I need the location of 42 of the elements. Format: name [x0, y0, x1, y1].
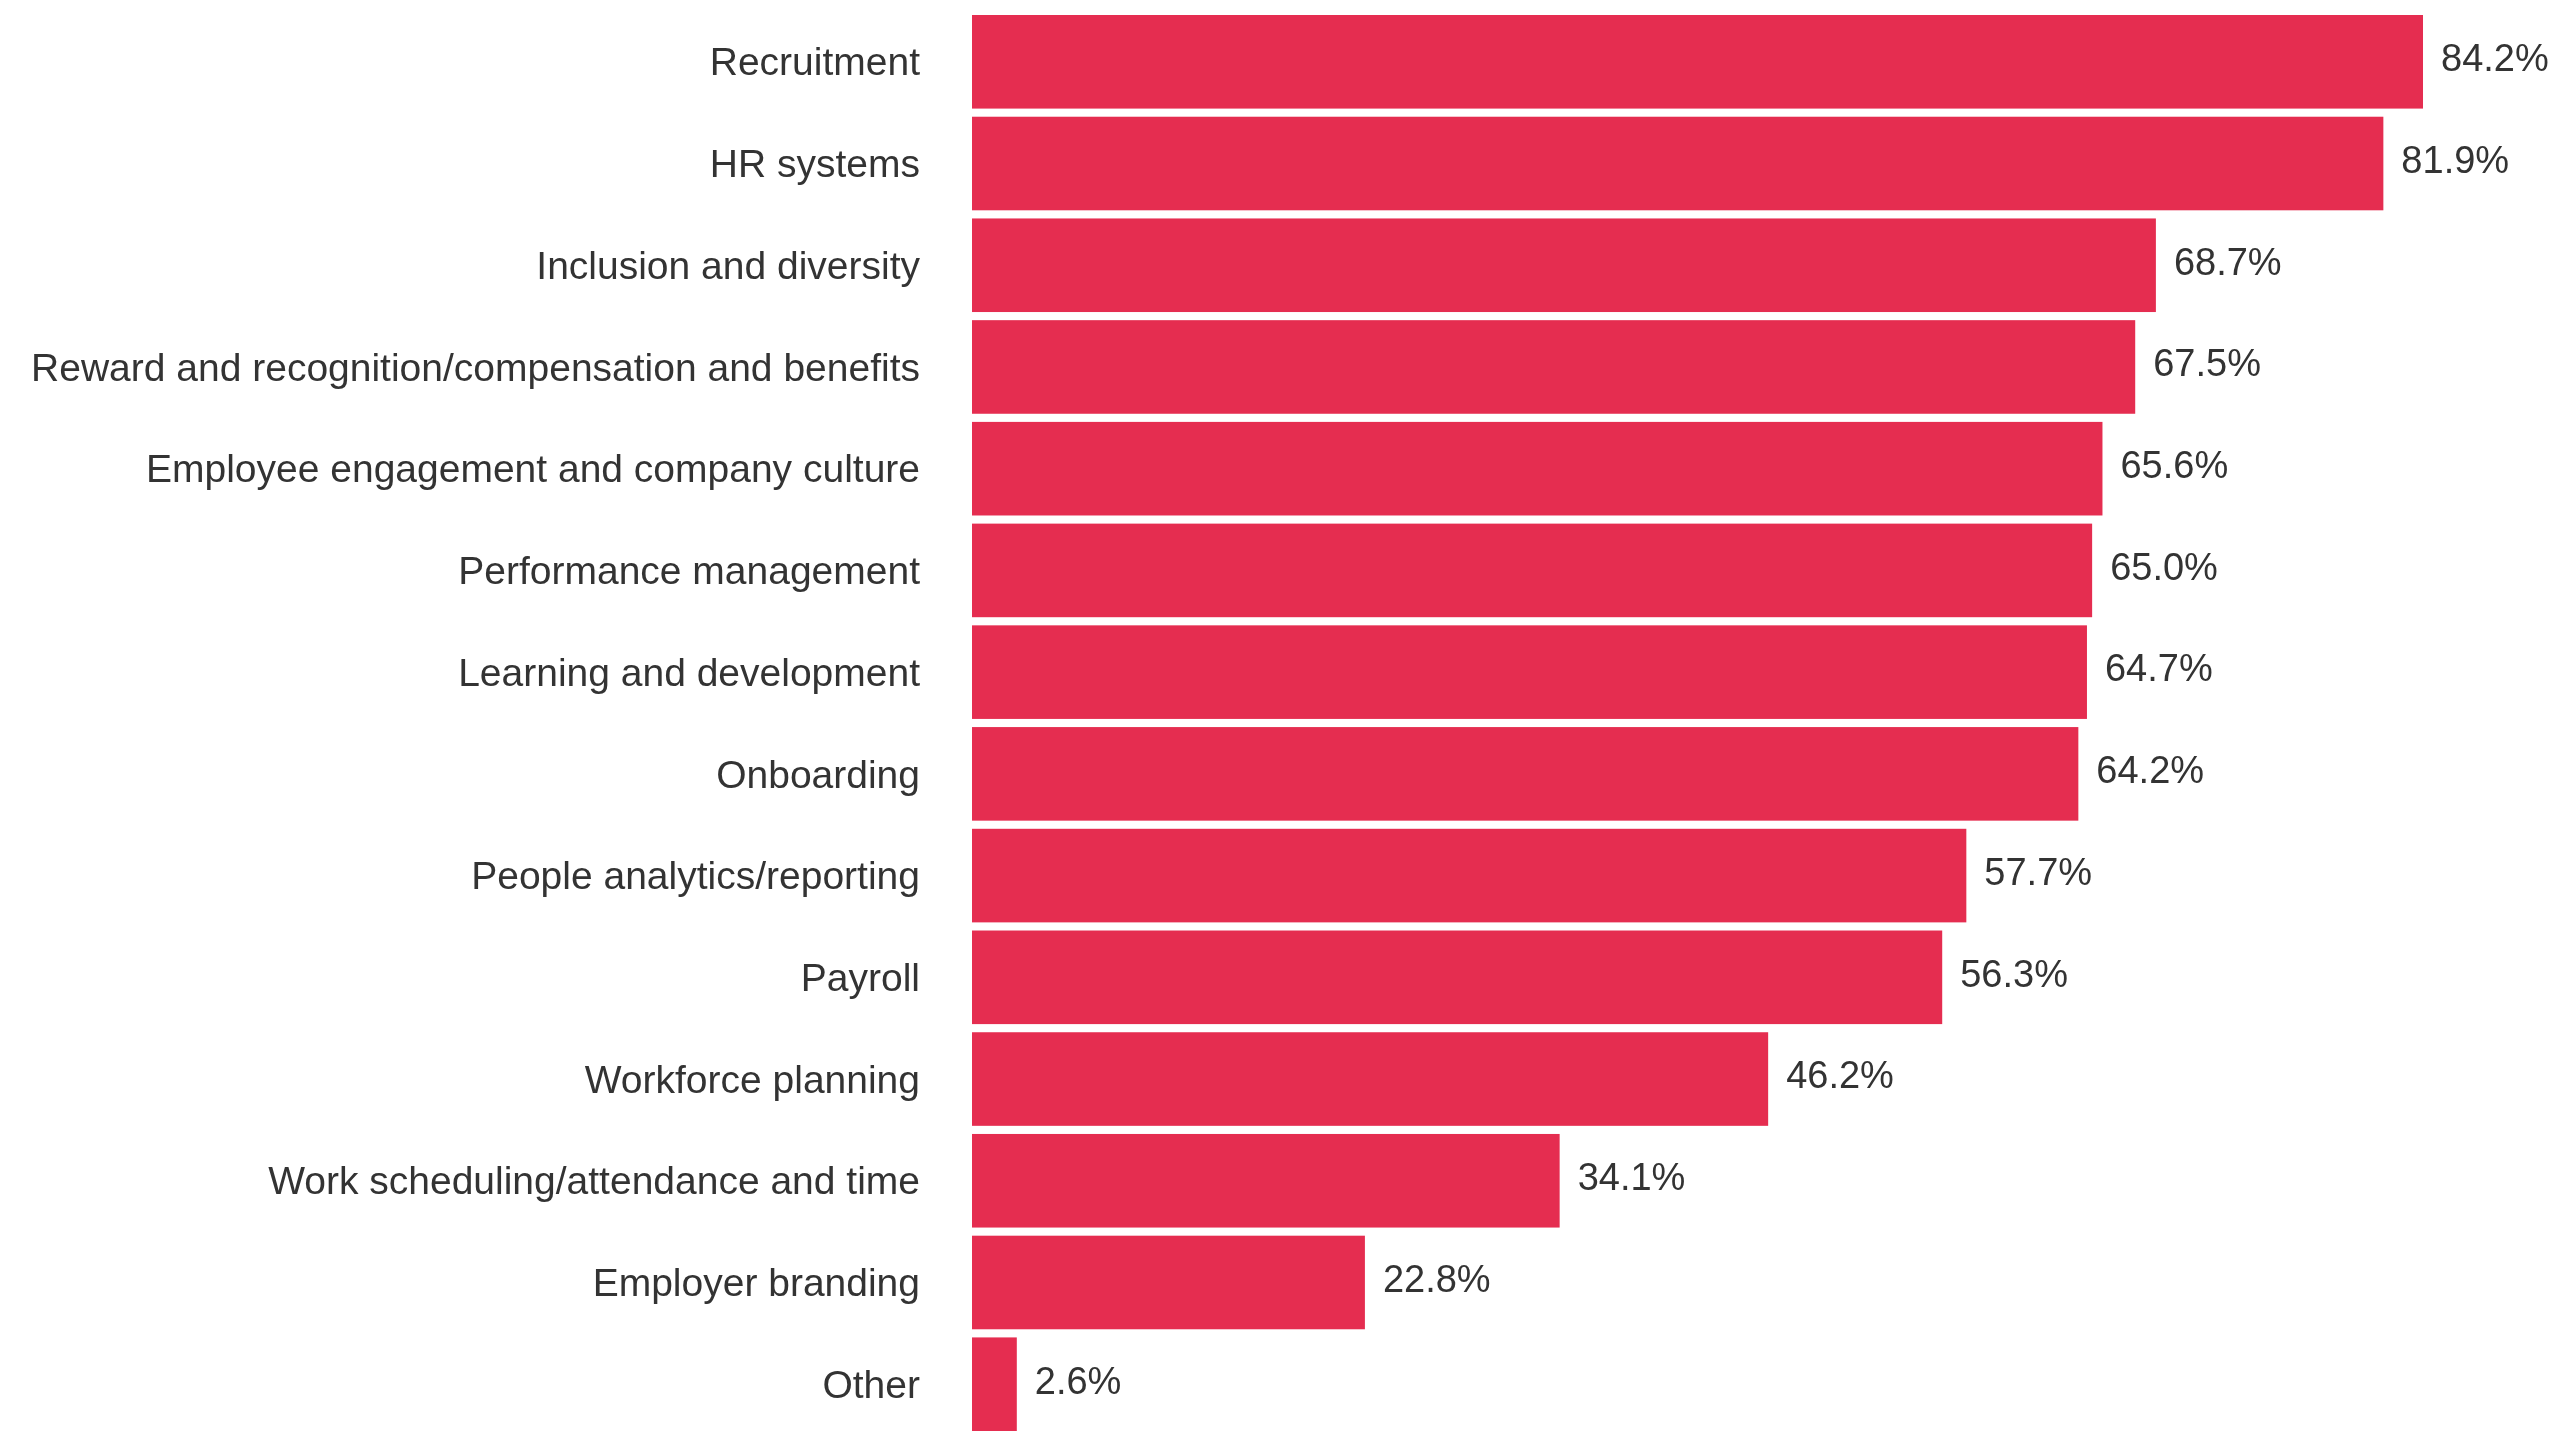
bar — [972, 523, 2093, 618]
y-tick-label: Employer branding — [592, 1261, 920, 1305]
y-tick-label: Workforce planning — [584, 1057, 920, 1101]
y-tick-label: Payroll — [800, 955, 920, 999]
data-label: 2.6% — [1034, 1359, 1122, 1402]
bar — [972, 1032, 1769, 1126]
data-label: 46.2% — [1786, 1054, 1894, 1097]
data-label: 65.0% — [2110, 545, 2218, 588]
bar — [972, 727, 2079, 821]
bar — [972, 116, 2384, 211]
data-label: 64.2% — [2096, 749, 2205, 792]
data-label: 84.2% — [2441, 37, 2549, 80]
data-label: 22.8% — [1382, 1257, 1491, 1300]
y-tick-label: Learning and development — [458, 650, 921, 694]
bar — [972, 1235, 1365, 1330]
bar — [972, 828, 1967, 923]
y-tick-label: HR systems — [709, 142, 920, 186]
bar — [972, 218, 2156, 313]
data-label: 34.1% — [1577, 1156, 1686, 1199]
data-label: 56.3% — [1960, 952, 2068, 995]
y-tick-label: Reward and recognition/compensation and benefits — [31, 345, 920, 389]
y-tick-label: Recruitment — [709, 40, 921, 84]
y-tick-label: Onboarding — [716, 752, 920, 796]
y-tick-label: Other — [822, 1362, 920, 1406]
data-label: 57.7% — [1984, 850, 2093, 893]
data-label: 68.7% — [2173, 240, 2282, 283]
y-tick-label: Performance management — [458, 549, 921, 593]
y-tick-label: Employee engagement and company culture — [146, 447, 920, 491]
y-tick-label: Inclusion and diversity — [536, 243, 921, 287]
y-tick-label: People analytics/reporting — [471, 854, 920, 898]
data-label: 65.6% — [2120, 443, 2229, 486]
bar — [972, 625, 2087, 719]
bar — [972, 930, 1943, 1025]
bar — [972, 1133, 1560, 1228]
data-label: 67.5% — [2153, 342, 2261, 385]
data-label: 64.7% — [2104, 647, 2213, 690]
data-label: 81.9% — [2401, 138, 2510, 181]
bar — [972, 15, 2423, 109]
bar — [972, 320, 2136, 414]
bar — [972, 421, 2103, 516]
bar — [972, 1337, 1017, 1431]
y-tick-label: Work scheduling/attendance and time — [268, 1159, 920, 1203]
